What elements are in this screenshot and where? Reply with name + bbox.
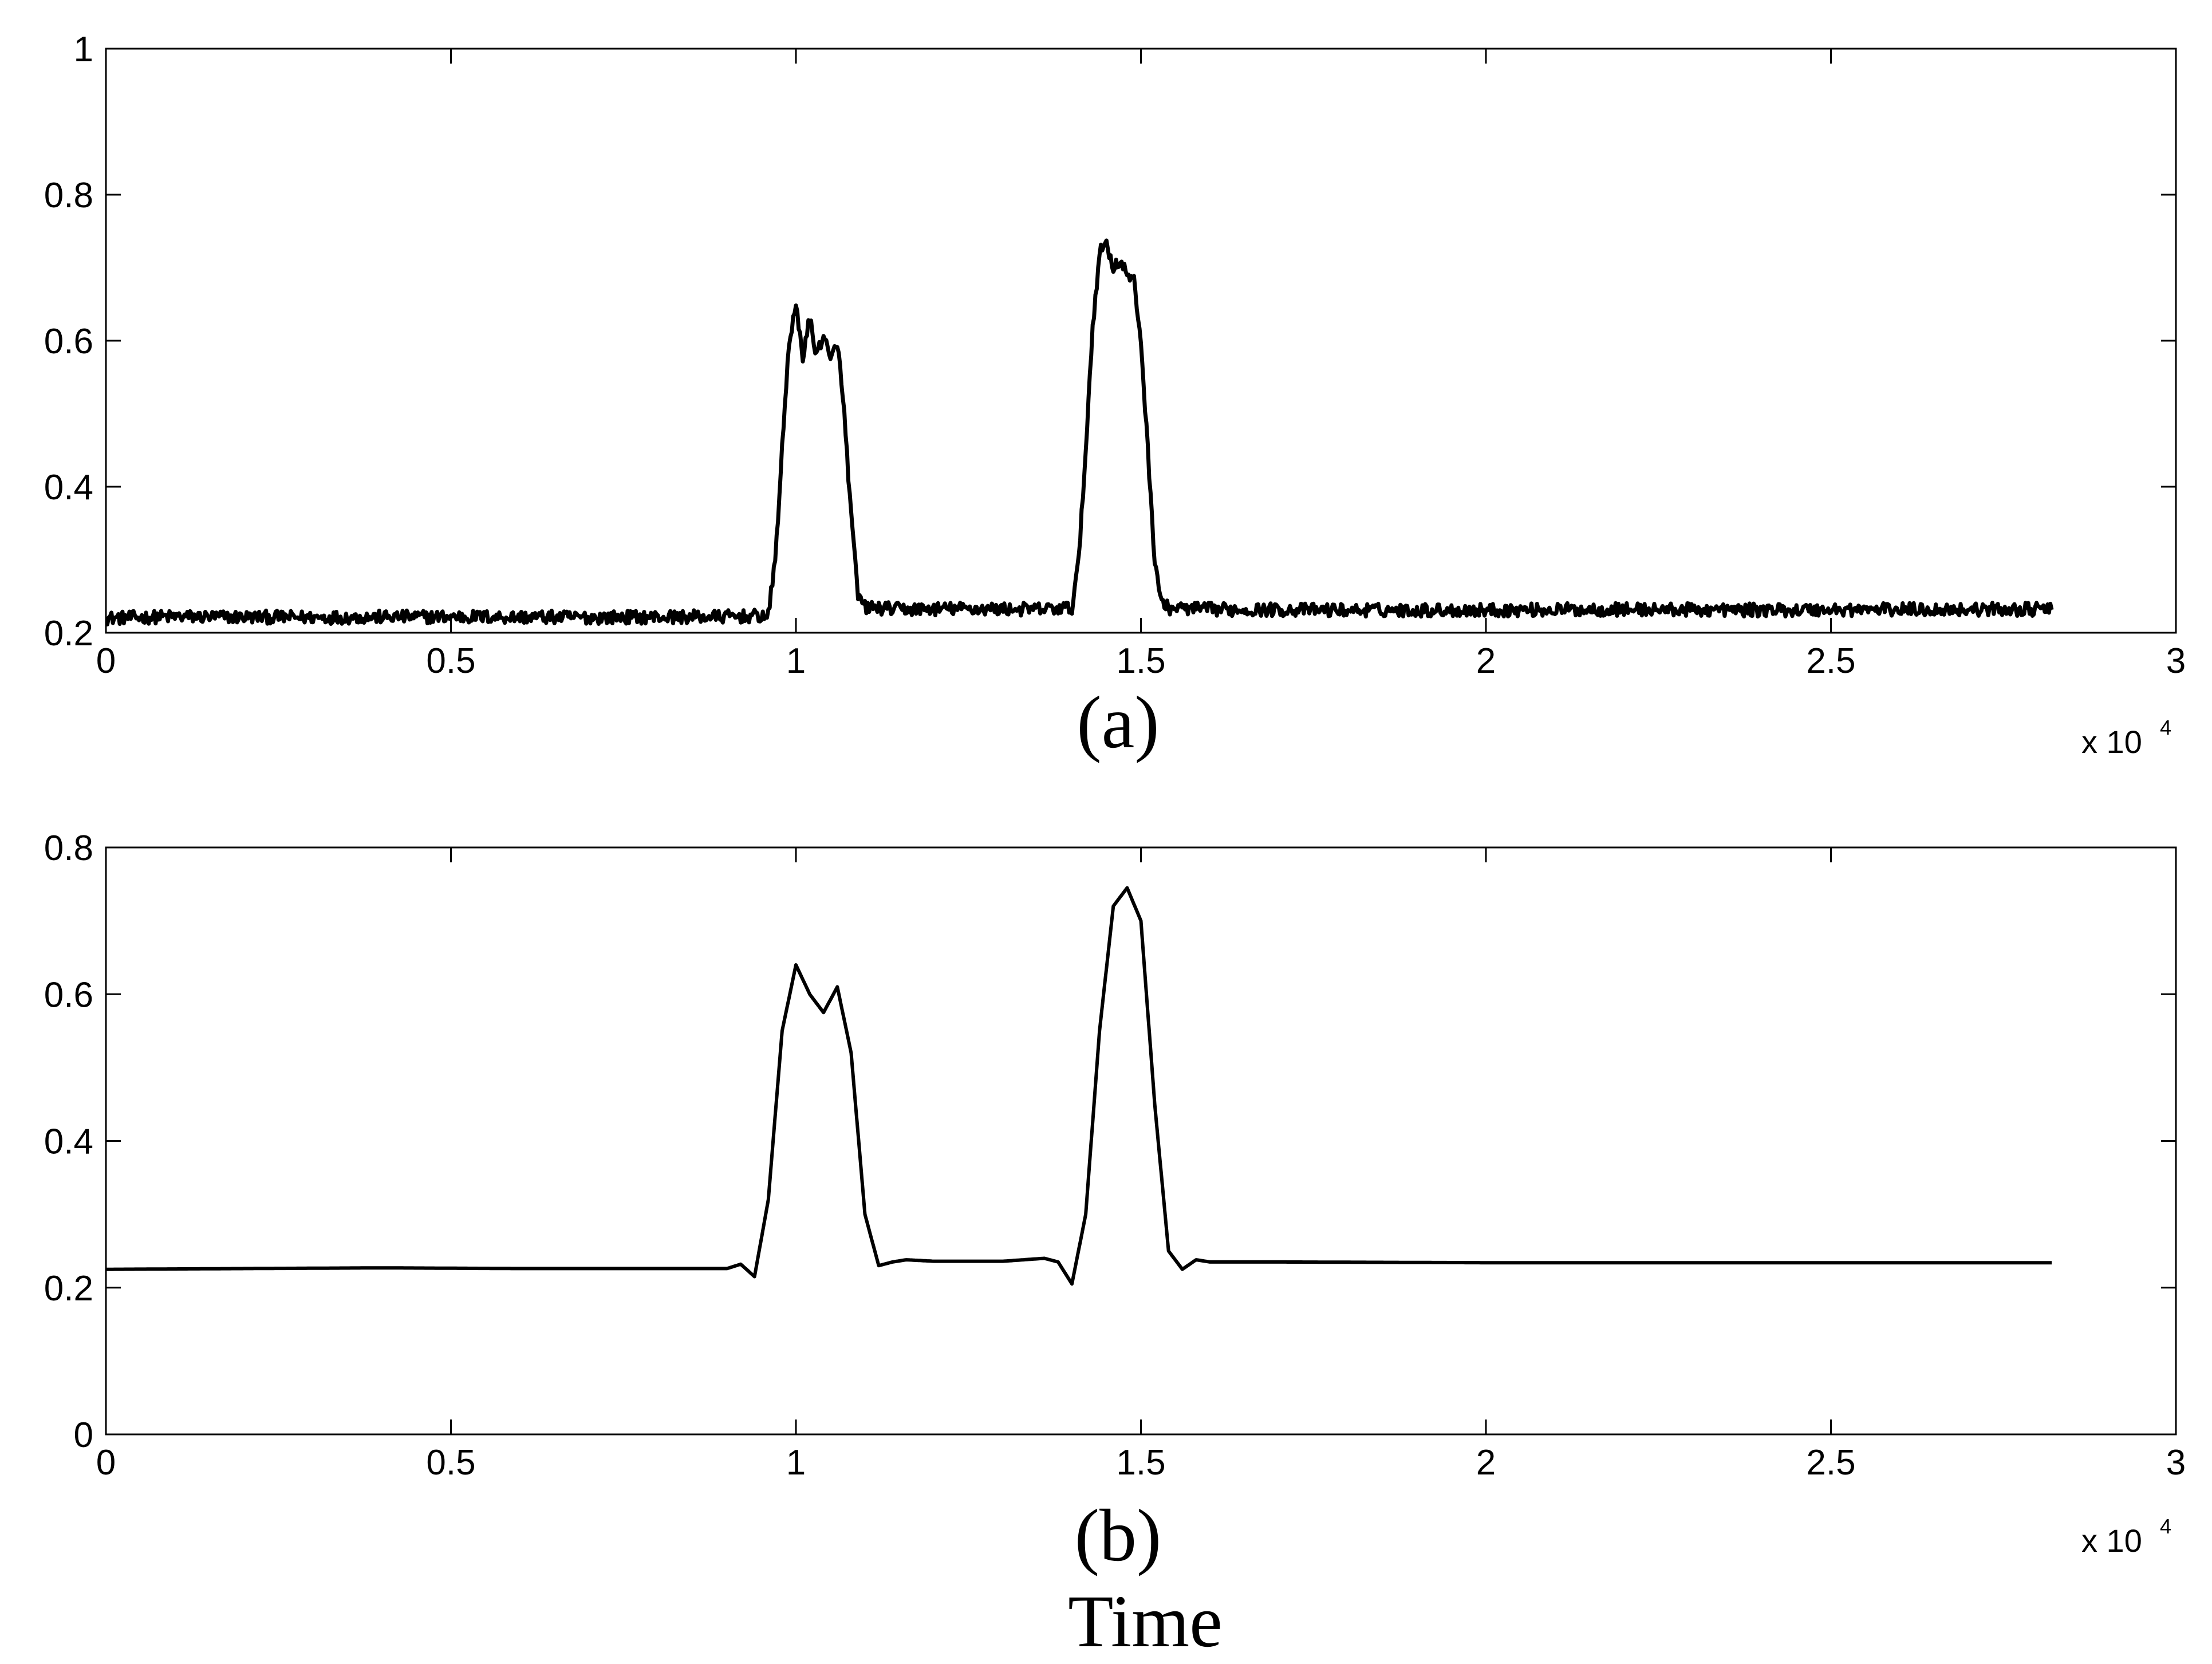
panel-b-x-tick-label: 1	[786, 1443, 806, 1482]
panel-b-y-tick-label: 0.2	[44, 1269, 93, 1308]
panel-a-y-tick-label: 0.6	[44, 322, 93, 361]
panel-a-x-tick-label: 0.5	[426, 641, 475, 681]
panel-a-x-tick-label: 1.5	[1116, 641, 1165, 681]
panel-b-series-line	[106, 886, 2052, 1286]
panel-a-x-exponent-power: 4	[2160, 716, 2171, 739]
panel-b-x-tick-label: 0	[96, 1443, 116, 1482]
panel-b-y-tick-label: 0.8	[44, 829, 93, 868]
panel-b-y-tick-label: 0	[74, 1415, 93, 1455]
panel-b-x-exponent-label: x 10	[2081, 1523, 2142, 1559]
panel-a-y-tick-label: 1	[74, 30, 93, 69]
panel-b-x-tick-label: 2.5	[1806, 1443, 1855, 1482]
panel-a-x-tick-label: 1	[786, 641, 806, 681]
panel-a-x-tick-label: 0	[96, 641, 116, 681]
panel-a-y-tick-label: 0.4	[44, 468, 93, 507]
panel-b-x-exponent-power: 4	[2160, 1515, 2171, 1538]
panel-a-x-tick-label: 2	[1476, 641, 1496, 681]
panel-a-x-exponent-label: x 10	[2081, 724, 2142, 760]
panel-a-x-tick-label: 2.5	[1806, 641, 1855, 681]
panel-b-x-tick-label: 0.5	[426, 1443, 475, 1482]
panel-b-label: (b)	[1075, 1495, 1162, 1577]
time-label: Time	[1068, 1580, 1223, 1663]
panel-a-x-tick-label: 3	[2166, 641, 2186, 681]
panel-b-y-tick-label: 0.6	[44, 975, 93, 1015]
panel-a-y-tick-label: 0.8	[44, 176, 93, 215]
panel-b-y-tick-label: 0.4	[44, 1122, 93, 1162]
panel-a-y-tick-label: 0.2	[44, 614, 93, 653]
panel-a-chart: 0 0.5 1 1.5 2 2.5 3 0.2 0.4 0.6 0.8 1 x 10 4 (a)	[44, 30, 2186, 764]
panel-a-series-line	[105, 238, 2054, 626]
panel-b-x-tick-label: 3	[2166, 1443, 2186, 1482]
panel-b-chart: 0 0.5 1 1.5 2 2.5 3 0 0.2 0.4 0.6 0.8 x 10 4 (b)	[44, 829, 2186, 1577]
panel-b-x-tick-label: 1.5	[1116, 1443, 1165, 1482]
panel-a-label: (a)	[1077, 681, 1159, 764]
panel-b-x-tick-label: 2	[1476, 1443, 1496, 1482]
